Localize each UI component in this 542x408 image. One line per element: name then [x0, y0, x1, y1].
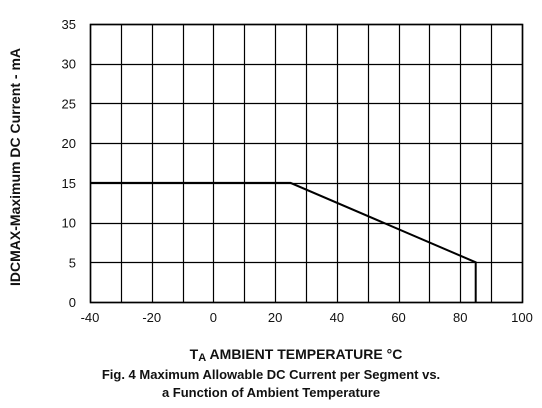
y-tick-label: 20: [62, 136, 76, 151]
x-tick-label: 100: [511, 310, 533, 325]
x-tick-label: 80: [453, 310, 467, 325]
figure-caption-line-2: a Function of Ambient Temperature: [161, 385, 381, 400]
y-tick-label: 25: [62, 96, 76, 111]
y-tick-label: 5: [69, 255, 76, 270]
x-axis-title: TA AMBIENT TEMPERATURE °C: [190, 346, 403, 364]
x-axis-title-main: T: [190, 346, 199, 362]
series-line-1: [90, 181, 477, 302]
x-tick-label: 20: [268, 310, 282, 325]
x-tick-label: 0: [210, 310, 217, 325]
plot-frame: [89, 23, 524, 304]
y-tick-label: 0: [69, 295, 76, 310]
y-axis-title: IDCMAX-Maximum DC Current - mA: [7, 48, 23, 286]
y-tick-label: 15: [62, 176, 76, 191]
y-tick-label: 35: [62, 17, 76, 32]
x-tick-label: -20: [142, 310, 161, 325]
x-tick-label: 40: [330, 310, 344, 325]
y-tick-label: 30: [62, 57, 76, 72]
tick-label-layer: -40 -20 0 20 40 60 80 100 0 5 10 15 20 25 30 35: [62, 17, 533, 325]
x-tick-label: 60: [391, 310, 405, 325]
y-tick-label: 10: [62, 216, 76, 231]
x-axis-title-rest: AMBIENT TEMPERATURE °C: [206, 346, 402, 362]
x-tick-label: -40: [81, 310, 100, 325]
series-layer: [90, 181, 477, 302]
grid-layer: [89, 23, 524, 304]
x-axis-title-subscript: A: [198, 352, 206, 364]
figure-caption-line-1: Fig. 4 Maximum Allowable DC Current per …: [101, 367, 441, 382]
